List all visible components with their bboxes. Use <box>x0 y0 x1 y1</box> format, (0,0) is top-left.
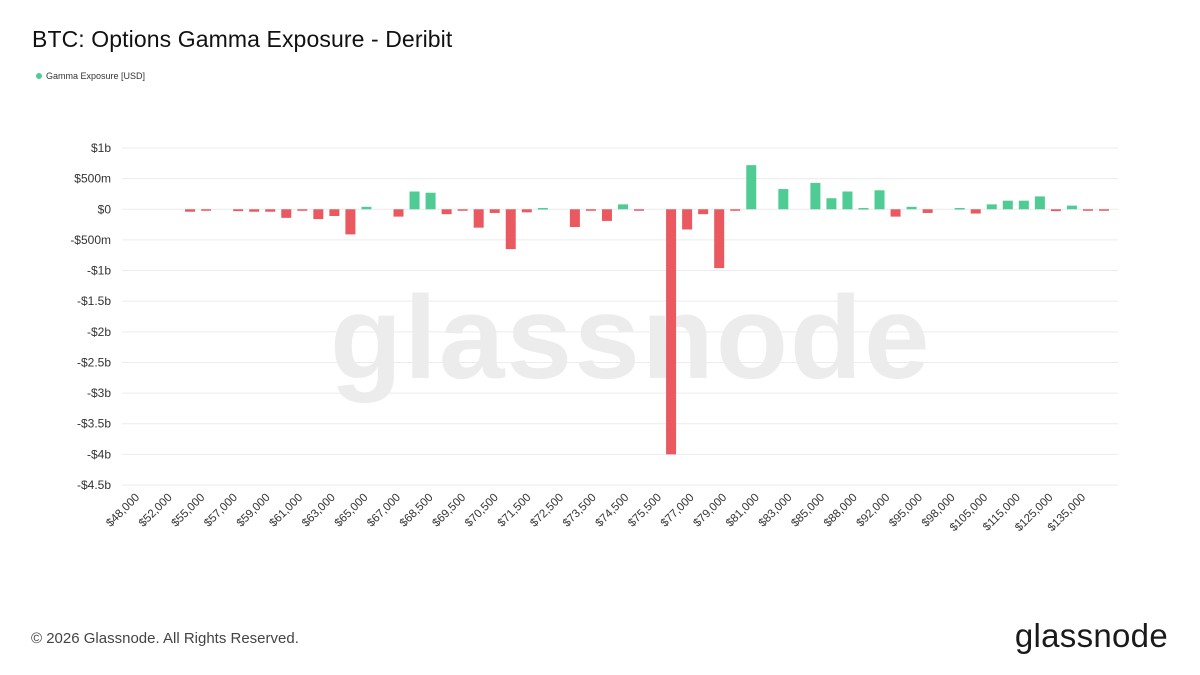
chart-title: BTC: Options Gamma Exposure - Deribit <box>32 26 453 52</box>
y-tick-label: -$3.5b <box>77 417 111 431</box>
gamma-bar[interactable] <box>842 191 853 210</box>
x-tick-label: $85,000 <box>789 492 827 530</box>
x-tick-label: $75,500 <box>626 492 664 530</box>
x-tick-label: $59,000 <box>235 492 273 530</box>
gamma-bar[interactable] <box>457 209 468 211</box>
gamma-bar[interactable] <box>634 209 645 211</box>
x-tick-label: $79,000 <box>691 492 729 530</box>
gamma-bar[interactable] <box>425 192 436 210</box>
gamma-bar[interactable] <box>826 198 837 210</box>
x-tick-label: $70,500 <box>463 492 501 530</box>
x-tick-label: $74,500 <box>594 492 632 530</box>
gamma-bar[interactable] <box>409 191 420 210</box>
x-tick-label: $61,000 <box>267 492 305 530</box>
gamma-bar[interactable] <box>617 204 628 210</box>
y-tick-label: -$2.5b <box>77 355 111 369</box>
gamma-bar[interactable] <box>233 209 244 212</box>
gamma-bar[interactable] <box>682 209 693 230</box>
y-tick-label: -$4.5b <box>77 478 111 492</box>
gamma-bar[interactable] <box>1099 209 1109 211</box>
legend-swatch <box>36 73 42 79</box>
gamma-bar[interactable] <box>505 209 516 250</box>
gamma-bar[interactable] <box>537 208 548 210</box>
gamma-bar[interactable] <box>666 209 677 455</box>
y-tick-label: -$2b <box>87 325 111 339</box>
gamma-bar[interactable] <box>1034 196 1045 210</box>
gamma-bar[interactable] <box>1002 200 1013 210</box>
gamma-bar[interactable] <box>185 209 196 212</box>
x-tick-label: $52,000 <box>137 492 175 530</box>
x-tick-label: $77,000 <box>659 492 697 530</box>
x-tick-label: $69,500 <box>430 492 468 530</box>
gamma-bar[interactable] <box>265 209 276 212</box>
legend-label: Gamma Exposure [USD] <box>46 71 146 81</box>
gamma-bar[interactable] <box>585 209 596 211</box>
x-tick-label: $71,500 <box>496 492 534 530</box>
x-tick-label: $72,500 <box>528 492 566 530</box>
gamma-bar[interactable] <box>1050 209 1061 212</box>
gamma-bar[interactable] <box>345 209 356 235</box>
x-tick-label: $55,000 <box>169 492 207 530</box>
x-tick-label: $92,000 <box>855 492 893 530</box>
x-tick-label: $81,000 <box>724 492 762 530</box>
gamma-bar[interactable] <box>249 209 260 212</box>
x-tick-label: $67,000 <box>365 492 403 530</box>
gamma-bar[interactable] <box>1018 200 1029 210</box>
x-tick-label: $95,000 <box>887 492 925 530</box>
y-tick-label: -$3b <box>87 386 111 400</box>
gamma-bar[interactable] <box>297 209 308 211</box>
gamma-bar[interactable] <box>1066 205 1077 210</box>
y-tick-label: -$4b <box>87 447 111 461</box>
gamma-bar[interactable] <box>601 209 612 221</box>
gamma-bar[interactable] <box>521 209 532 213</box>
gamma-bar[interactable] <box>201 209 212 211</box>
gamma-bar[interactable] <box>313 209 324 220</box>
y-tick-label: $1b <box>91 141 111 155</box>
gamma-bar[interactable] <box>1082 209 1093 211</box>
x-tick-label: $65,000 <box>333 492 371 530</box>
gamma-bar[interactable] <box>393 209 404 217</box>
gamma-bar[interactable] <box>906 206 917 210</box>
gamma-bar[interactable] <box>698 209 709 215</box>
y-tick-label: $500m <box>74 172 111 186</box>
gamma-bar[interactable] <box>746 165 757 210</box>
gamma-bar[interactable] <box>489 209 500 213</box>
gamma-bar[interactable] <box>730 209 741 211</box>
gamma-bar[interactable] <box>473 209 484 228</box>
x-tick-label: $48,000 <box>104 492 142 530</box>
gamma-bar[interactable] <box>890 209 901 217</box>
x-tick-label: $68,500 <box>398 492 436 530</box>
y-tick-label: -$1.5b <box>77 294 111 308</box>
gamma-bar[interactable] <box>281 209 292 218</box>
gamma-bar[interactable] <box>329 209 340 217</box>
gamma-bar[interactable] <box>810 182 821 210</box>
gamma-bar[interactable] <box>954 208 965 210</box>
y-tick-label: $0 <box>98 202 112 216</box>
gamma-bar[interactable] <box>569 209 580 228</box>
gamma-bar[interactable] <box>778 189 789 210</box>
gamma-bar[interactable] <box>361 206 372 210</box>
gamma-bar[interactable] <box>714 209 725 269</box>
gamma-bar[interactable] <box>874 190 885 210</box>
y-tick-label: -$500m <box>70 233 111 247</box>
x-tick-label: $57,000 <box>202 492 240 530</box>
glassnode-logo[interactable]: glassnode <box>1014 617 1168 654</box>
gamma-bar[interactable] <box>441 209 452 215</box>
x-tick-label: $73,500 <box>561 492 599 530</box>
x-tick-label: $88,000 <box>822 492 860 530</box>
x-tick-label: $63,000 <box>300 492 338 530</box>
gamma-exposure-chart: $1b $500m $0 -$500m -$1b -$1.5b -$2b -$2.5b -$3b… <box>70 141 1118 534</box>
y-tick-label: -$1b <box>87 264 111 278</box>
gamma-bar[interactable] <box>986 204 997 210</box>
gamma-bar[interactable] <box>922 209 933 213</box>
x-tick-label: $83,000 <box>757 492 795 530</box>
gamma-bar[interactable] <box>970 209 981 214</box>
copyright-text: © 2026 Glassnode. All Rights Reserved. <box>31 630 299 647</box>
gamma-bar[interactable] <box>858 208 869 210</box>
chart-legend[interactable]: Gamma Exposure [USD] <box>36 71 145 81</box>
